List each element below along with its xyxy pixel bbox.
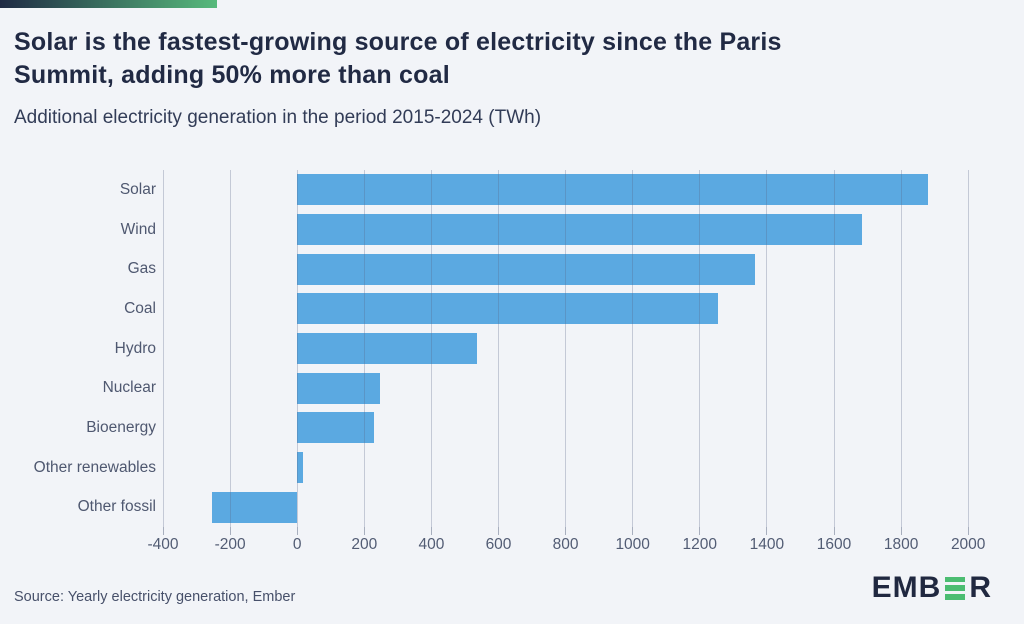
category-label-nuclear: Nuclear bbox=[102, 379, 156, 397]
x-tick-label-400: 400 bbox=[418, 536, 445, 553]
x-tick-mark-0 bbox=[296, 527, 298, 535]
gridline-1200 bbox=[699, 170, 701, 527]
x-tick-mark-1000 bbox=[632, 527, 634, 535]
bar-wind bbox=[297, 214, 863, 245]
category-label-hydro: Hydro bbox=[114, 339, 156, 357]
x-tick-mark--400 bbox=[162, 527, 164, 535]
bar-bioenergy bbox=[297, 412, 375, 444]
x-tick-label-200: 200 bbox=[351, 536, 378, 553]
gridline-1400 bbox=[766, 170, 768, 527]
bar-gas bbox=[297, 253, 756, 285]
category-label-coal: Coal bbox=[124, 299, 156, 317]
gridline--400 bbox=[162, 170, 164, 527]
chart-title-line-2: Summit, adding 50% more than coal bbox=[14, 61, 450, 89]
category-label-bioenergy: Bioenergy bbox=[86, 418, 156, 436]
gridline-400 bbox=[430, 170, 432, 527]
x-tick-mark-1400 bbox=[766, 527, 768, 535]
x-tick-label-2000: 2000 bbox=[950, 536, 986, 553]
x-tick-mark-400 bbox=[430, 527, 432, 535]
chart-title-line-1: Solar is the fastest-growing source of e… bbox=[14, 28, 782, 56]
bar-nuclear bbox=[297, 372, 381, 404]
category-label-solar: Solar bbox=[119, 180, 156, 198]
x-tick-mark-1800 bbox=[900, 527, 902, 535]
category-label-other-fossil: Other fossil bbox=[77, 498, 156, 516]
x-tick-label-0: 0 bbox=[292, 536, 302, 553]
x-tick-label-1600: 1600 bbox=[816, 536, 852, 553]
gridline--200 bbox=[229, 170, 231, 527]
x-tick-label-1800: 1800 bbox=[883, 536, 919, 553]
category-label-wind: Wind bbox=[120, 220, 156, 238]
x-tick-mark-1200 bbox=[699, 527, 701, 535]
bar-other-renewables bbox=[297, 452, 303, 483]
x-tick-mark-1600 bbox=[833, 527, 835, 535]
chart-header: Solar is the fastest-growing source of e… bbox=[14, 26, 974, 129]
category-label-other-renewables: Other renewables bbox=[33, 458, 156, 476]
x-tick-mark-800 bbox=[565, 527, 567, 535]
gridline-600 bbox=[498, 170, 499, 527]
logo-text-emb: EMB bbox=[871, 571, 942, 604]
gridline-800 bbox=[565, 170, 567, 527]
bar-hydro bbox=[297, 333, 478, 364]
category-label-gas: Gas bbox=[127, 260, 156, 278]
logo-green-e-icon bbox=[945, 576, 966, 600]
gridline-2000 bbox=[967, 170, 969, 527]
ember-logo: EMB R bbox=[872, 573, 992, 603]
x-tick-label-1400: 1400 bbox=[749, 536, 785, 553]
bar-solar bbox=[297, 174, 928, 206]
x-tick-label--400: -400 bbox=[147, 536, 179, 553]
x-tick-label-600: 600 bbox=[485, 536, 512, 553]
gridline-1000 bbox=[632, 170, 634, 527]
logo-text-r: R bbox=[969, 571, 992, 604]
x-tick-mark-600 bbox=[498, 527, 499, 535]
x-tick-mark-2000 bbox=[967, 527, 969, 535]
x-tick-label-1000: 1000 bbox=[615, 536, 650, 553]
gridline-0 bbox=[296, 170, 298, 527]
x-tick-label--200: -200 bbox=[214, 536, 246, 553]
chart-subtitle: Additional electricity generation in the… bbox=[14, 107, 542, 128]
bar-coal bbox=[297, 293, 719, 325]
gridline-1600 bbox=[833, 170, 835, 527]
x-tick-label-1200: 1200 bbox=[682, 536, 718, 553]
gridline-200 bbox=[363, 170, 365, 527]
source-caption: Source: Yearly electricity generation, E… bbox=[14, 589, 296, 605]
x-tick-mark-200 bbox=[363, 527, 365, 535]
x-tick-label-800: 800 bbox=[552, 536, 579, 553]
x-tick-mark--200 bbox=[229, 527, 231, 535]
gridline-1800 bbox=[900, 170, 902, 527]
bar-other-fossil bbox=[211, 491, 298, 523]
accent-gradient-bar bbox=[0, 0, 217, 8]
